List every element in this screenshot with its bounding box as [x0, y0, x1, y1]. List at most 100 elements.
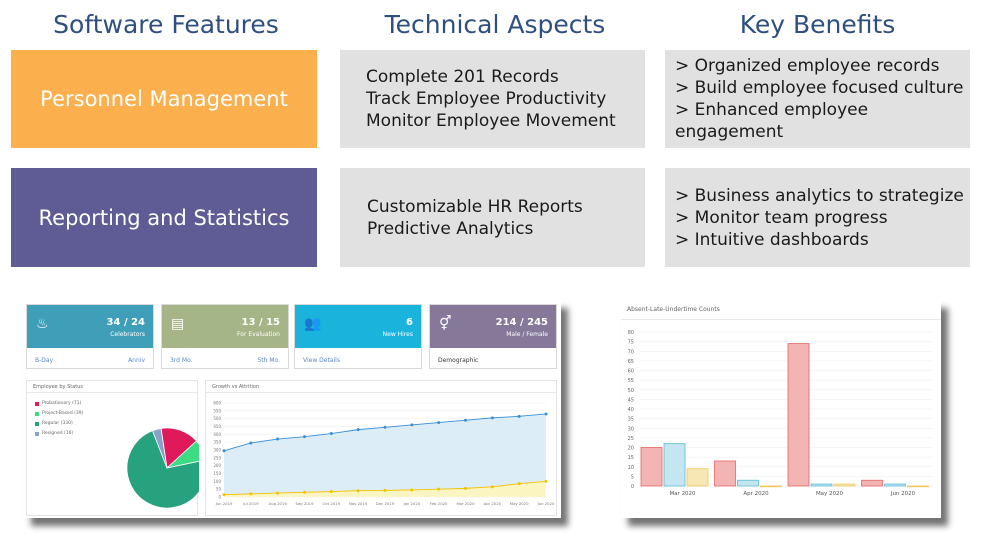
- panel-title: Absent-Late-Undertime Counts: [621, 300, 941, 320]
- benefit-item: > Build employee focused culture: [675, 78, 964, 98]
- data-point: [383, 488, 387, 492]
- y-tick-label: 25: [628, 436, 634, 442]
- y-tick-label: 550: [213, 408, 221, 413]
- fifth-month-link[interactable]: 5th Mo.: [257, 357, 280, 364]
- bar: [907, 485, 929, 488]
- y-tick-label: 10: [628, 465, 634, 471]
- card-value: 13 / 15: [241, 317, 280, 328]
- y-tick-label: 350: [213, 440, 221, 445]
- benefit-item: > Enhanced employee engagement: [675, 100, 869, 142]
- legend-item: Probationary (71): [35, 401, 81, 406]
- legend-item: Resigned (16): [35, 431, 73, 436]
- bar: [640, 447, 663, 487]
- panel-title: Growth vs Attrition: [206, 381, 556, 393]
- y-tick-label: 65: [628, 359, 634, 365]
- card-label: Male / Female: [506, 331, 548, 338]
- data-point: [249, 441, 253, 445]
- data-point: [276, 491, 280, 495]
- data-point: [544, 412, 548, 416]
- x-tick-label: Aug 2019: [269, 501, 288, 506]
- technical-box-2: Customizable HR Reports Predictive Analy…: [340, 168, 645, 267]
- data-point: [410, 423, 414, 427]
- status-pie-chart: [126, 427, 199, 509]
- x-tick-label: May 2020: [816, 491, 844, 497]
- y-tick-label: 70: [628, 349, 634, 355]
- y-tick-label: 0: [631, 484, 634, 490]
- data-point: [356, 489, 360, 493]
- y-tick-label: 50: [628, 388, 634, 394]
- data-point: [383, 425, 387, 429]
- y-tick-label: 400: [213, 432, 221, 437]
- heading-features: Software Features: [53, 10, 279, 39]
- y-tick-label: 150: [213, 471, 221, 476]
- bar: [737, 479, 759, 487]
- x-tick-label: Apr 2020: [484, 501, 502, 506]
- y-tick-label: 100: [213, 479, 221, 484]
- anniv-link[interactable]: Anniv: [128, 357, 145, 364]
- data-point: [249, 492, 253, 496]
- y-tick-label: 250: [213, 455, 221, 460]
- absent-late-screenshot: Absent-Late-Undertime Counts 80 75 70 65 60 5…: [621, 300, 941, 518]
- panel-title: Employee by Status: [27, 381, 197, 393]
- bar: [884, 483, 906, 487]
- data-point: [303, 490, 306, 494]
- bday-link[interactable]: B-Day: [35, 357, 54, 364]
- x-tick-label: Feb 2020: [430, 501, 448, 506]
- data-point: [437, 421, 441, 425]
- y-tick-label: 15: [628, 455, 634, 461]
- y-tick-label: 300: [213, 448, 221, 453]
- data-point: [490, 485, 494, 489]
- y-tick-label: 5: [631, 474, 634, 480]
- y-tick-label: 35: [628, 417, 634, 423]
- third-month-link[interactable]: 3rd Mo.: [170, 357, 193, 364]
- benefit-item: > Monitor team progress: [675, 207, 888, 228]
- data-point: [222, 449, 226, 453]
- y-tick-label: 40: [628, 407, 634, 413]
- data-point: [464, 486, 467, 490]
- x-tick-label: Jan 2020: [402, 501, 420, 506]
- growth-area-chart: 600550500450400350300250200150100500Jun …: [213, 401, 555, 507]
- data-point: [276, 437, 280, 441]
- feature-personnel-management: Personnel Management: [11, 50, 317, 148]
- y-tick-label: 80: [628, 330, 634, 336]
- pie-slice: [165, 440, 199, 469]
- evaluation-card[interactable]: ▤ 13 / 15 For Evaluation 3rd Mo. 5th Mo.: [161, 304, 289, 369]
- data-point: [464, 418, 467, 422]
- card-label: For Evaluation: [237, 331, 280, 338]
- x-tick-label: May 2020: [510, 501, 529, 506]
- data-point: [222, 493, 226, 497]
- new-hires-card[interactable]: 👥 6 New Hires View Details: [294, 304, 422, 369]
- cake-icon: ♨: [36, 316, 49, 332]
- bar: [760, 485, 782, 488]
- data-point: [303, 435, 306, 439]
- x-tick-label: Jul 2019: [242, 501, 259, 506]
- data-point: [410, 488, 414, 492]
- demographic-card[interactable]: ⚥ 214 / 245 Male / Female Demographic: [429, 304, 557, 369]
- y-tick-label: 75: [628, 340, 634, 346]
- bar: [833, 483, 856, 487]
- data-point: [517, 482, 521, 486]
- demographic-link[interactable]: Demographic: [438, 357, 479, 364]
- y-tick-label: 600: [213, 401, 221, 406]
- x-tick-label: Jun 2020: [537, 501, 555, 506]
- card-value: 214 / 245: [495, 317, 548, 328]
- legend-item: Project-Based (39): [35, 411, 83, 416]
- x-tick-label: Jun 2019: [215, 501, 233, 506]
- pie-slice: [126, 430, 199, 509]
- y-tick-label: 60: [628, 369, 634, 375]
- view-details-link[interactable]: View Details: [303, 357, 340, 364]
- technical-item: Monitor Employee Movement: [366, 111, 616, 131]
- gender-icon: ⚥: [439, 316, 452, 332]
- data-point: [544, 479, 548, 483]
- y-tick-label: 30: [628, 426, 634, 432]
- growth-attrition-panel: Growth vs Attrition 600 550 500 450 400 350 30…: [205, 380, 557, 516]
- technical-item: Customizable HR Reports: [367, 196, 583, 217]
- technical-item: Predictive Analytics: [367, 218, 534, 239]
- celebrators-card[interactable]: ♨ 34 / 24 Celebrators B-Day Anniv: [26, 304, 154, 369]
- data-point: [356, 428, 360, 432]
- x-tick-label: Mar 2020: [456, 501, 475, 506]
- technical-item: Complete 201 Records: [366, 67, 559, 87]
- y-tick-label: 55: [628, 378, 634, 384]
